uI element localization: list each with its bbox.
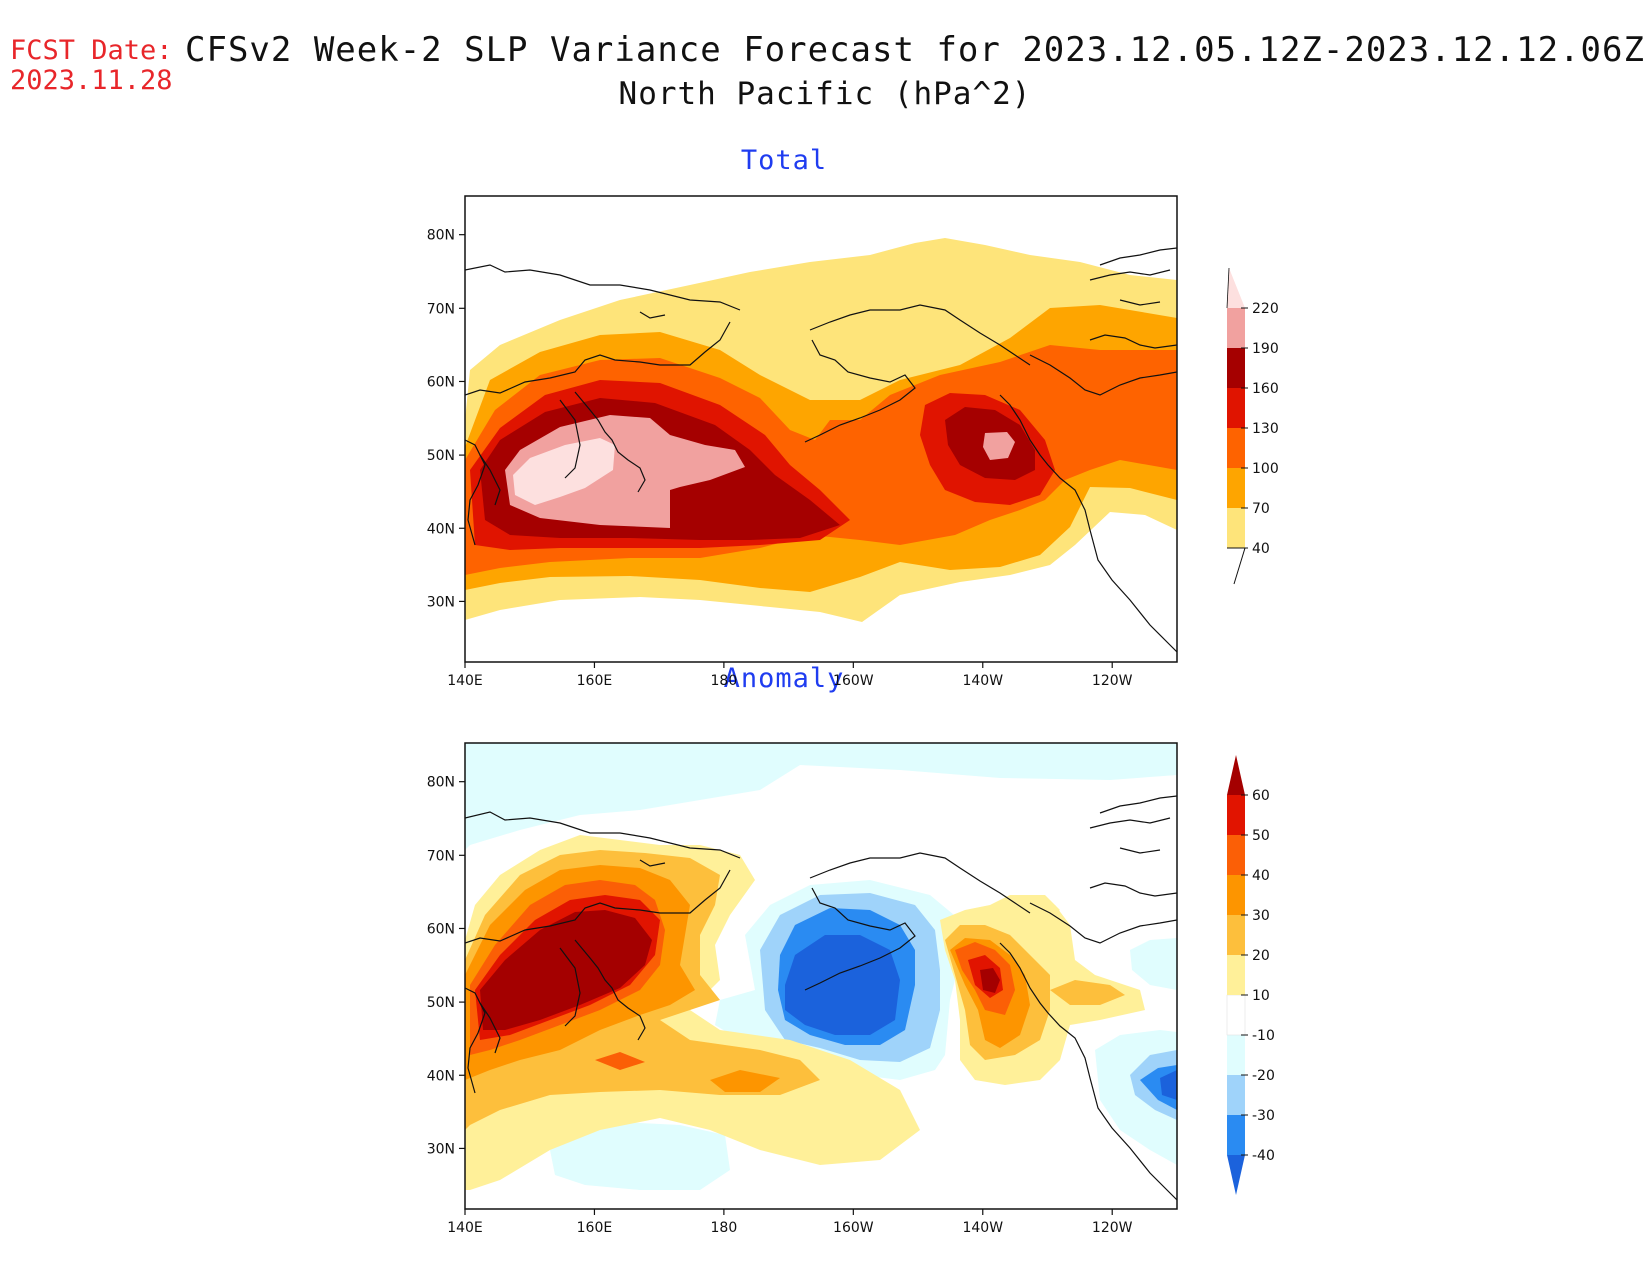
- anomaly-colorbar-swatch: [1227, 1075, 1245, 1115]
- anomaly-lon-label: 120W: [1092, 1220, 1133, 1236]
- total-colorbar-label: 220: [1252, 301, 1279, 317]
- total-colorbar-upper-end: [1226, 267, 1230, 309]
- total-colorbar-label: 40: [1252, 541, 1270, 557]
- total-colorbar: 40 70 100 130 160 190 220: [1226, 267, 1279, 585]
- anomaly-lat-label: 50N: [427, 995, 455, 1011]
- total-lat-label: 40N: [427, 521, 455, 537]
- total-colorbar-label: 160: [1252, 381, 1279, 397]
- total-frame: [464, 195, 1178, 663]
- anomaly-lat-label: 60N: [427, 921, 455, 937]
- panel-title-anomaly: Anomaly: [723, 663, 845, 694]
- total-lon-label: 180: [711, 673, 738, 689]
- anomaly-colorbar-swatch: [1227, 755, 1245, 795]
- total-map: 30N 40N 50N 60N 70N 80N 140E 160E 180 160W 140W 120…: [427, 195, 1178, 689]
- anomaly-colorbar: -40 -30 -20 -10 10 20 30 40 50 60: [1226, 755, 1275, 1195]
- anomaly-colorbar-swatch: [1227, 835, 1245, 875]
- total-lat-label: 50N: [427, 448, 455, 464]
- anomaly-colorbar-label: 50: [1252, 828, 1270, 844]
- anomaly-frame: [464, 742, 1178, 1210]
- anomaly-lon-label: 160E: [577, 1220, 613, 1236]
- anomaly-colorbar-label: 20: [1252, 948, 1270, 964]
- main-title: CFSv2 Week-2 SLP Variance Forecast for 2…: [185, 30, 1645, 70]
- total-colorbar-label: 130: [1252, 421, 1279, 437]
- total-lat-label: 30N: [427, 594, 455, 610]
- anomaly-colorbar-label: -40: [1252, 1148, 1275, 1164]
- anomaly-colorbar-label: -20: [1252, 1068, 1275, 1084]
- total-lon-label: 160E: [577, 673, 613, 689]
- total-lon-label: 140E: [447, 673, 483, 689]
- total-lat-label: 80N: [427, 228, 455, 244]
- anomaly-colorbar-swatch: [1227, 1115, 1245, 1155]
- anomaly-lon-label: 160W: [833, 1220, 874, 1236]
- anomaly-colorbar-swatch: [1227, 1155, 1245, 1195]
- total-lon-label: 120W: [1092, 673, 1133, 689]
- main-subtitle: North Pacific (hPa^2): [618, 76, 1032, 112]
- forecast-date-value: 2023.11.28: [10, 65, 173, 96]
- forecast-date-label: FCST Date:: [10, 35, 173, 66]
- anomaly-colorbar-label: 60: [1252, 788, 1270, 804]
- total-colorbar-swatch: [1227, 508, 1245, 548]
- total-colorbar-swatch: [1227, 348, 1245, 388]
- anomaly-colorbar-label: 10: [1252, 988, 1270, 1004]
- total-colorbar-swatch: [1227, 468, 1245, 508]
- total-lon-label: 160W: [833, 673, 874, 689]
- anomaly-lon-label: 140W: [962, 1220, 1003, 1236]
- total-lon-label: 140W: [962, 673, 1003, 689]
- total-lat-label: 60N: [427, 374, 455, 390]
- total-colorbar-swatch: [1227, 268, 1245, 308]
- anomaly-map: 30N 40N 50N 60N 70N 80N 140E 160E 180 160W 140W 120…: [427, 742, 1178, 1236]
- anomaly-contours: [465, 743, 1177, 1190]
- total-colorbar-label: 70: [1252, 501, 1270, 517]
- anomaly-lat-label: 30N: [427, 1141, 455, 1157]
- anomaly-colorbar-swatch: [1227, 875, 1245, 915]
- total-lat-label: 70N: [427, 301, 455, 317]
- total-axes: 30N 40N 50N 60N 70N 80N 140E 160E 180 160W 140W 120…: [427, 228, 1133, 689]
- total-contours: [465, 238, 1177, 622]
- total-colorbar-swatch: [1227, 428, 1245, 468]
- total-colorbar-label: 100: [1252, 461, 1279, 477]
- anomaly-lat-label: 70N: [427, 848, 455, 864]
- total-colorbar-label: 190: [1252, 341, 1279, 357]
- anomaly-colorbar-swatch: [1227, 795, 1245, 835]
- anomaly-colorbar-swatch: [1227, 955, 1245, 995]
- total-colorbar-lower-end: [1227, 547, 1246, 585]
- forecast-date-block: FCST Date: 2023.11.28: [10, 36, 173, 96]
- anomaly-colorbar-swatch: [1226, 994, 1246, 1036]
- anomaly-lon-label: 140E: [447, 1220, 483, 1236]
- total-colorbar-swatch: [1227, 308, 1245, 348]
- anomaly-colorbar-label: 30: [1252, 908, 1270, 924]
- anomaly-coastlines: [465, 795, 1177, 1201]
- panel-title-total: Total: [740, 145, 828, 176]
- anomaly-colorbar-label: -30: [1252, 1108, 1275, 1124]
- anomaly-lat-label: 40N: [427, 1068, 455, 1084]
- anomaly-colorbar-swatch: [1227, 1035, 1245, 1075]
- anomaly-colorbar-label: 40: [1252, 868, 1270, 884]
- anomaly-lon-label: 180: [711, 1220, 738, 1236]
- anomaly-axes: 30N 40N 50N 60N 70N 80N 140E 160E 180 160W 140W 120…: [427, 775, 1133, 1236]
- total-coastlines: [465, 247, 1177, 653]
- total-colorbar-swatch: [1227, 388, 1245, 428]
- anomaly-lat-label: 80N: [427, 775, 455, 791]
- anomaly-colorbar-swatch: [1227, 915, 1245, 955]
- anomaly-colorbar-label: -10: [1252, 1028, 1275, 1044]
